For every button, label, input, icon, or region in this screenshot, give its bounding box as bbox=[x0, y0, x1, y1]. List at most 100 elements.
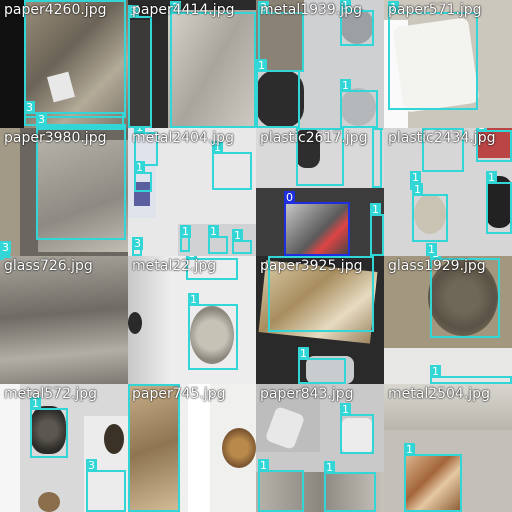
class-label: 1 bbox=[340, 403, 351, 416]
tile-title: metal22.jpg bbox=[132, 258, 217, 274]
class-label: 1 bbox=[298, 347, 309, 360]
class-label: 1 bbox=[410, 171, 421, 184]
detection-box: 1 bbox=[412, 183, 448, 242]
tile-title: glass1929.jpg bbox=[388, 258, 486, 274]
detection-box: 1 bbox=[232, 229, 252, 254]
detection-box: 1 bbox=[30, 397, 68, 458]
tile-glass1929[interactable]: glass1929.jpg 1 1 bbox=[384, 256, 512, 384]
class-label: 1 bbox=[134, 161, 145, 174]
detection-box: 1 bbox=[476, 128, 512, 162]
tile-title: paper4260.jpg bbox=[4, 2, 107, 18]
detection-box: 1 bbox=[486, 171, 512, 234]
class-label: 3 bbox=[258, 1, 269, 14]
tile-title: metal572.jpg bbox=[4, 386, 98, 402]
tile-paper3925[interactable]: paper3925.jpg 1 1 bbox=[256, 256, 384, 384]
class-label: 1 bbox=[340, 79, 351, 92]
tile-title: paper4414.jpg bbox=[132, 2, 235, 18]
detection-box: 1 bbox=[404, 443, 462, 512]
detection-box: 3 bbox=[36, 113, 126, 128]
detection-box: 1 bbox=[422, 128, 464, 172]
class-label: 3 bbox=[24, 101, 35, 114]
detection-box: 1 bbox=[370, 203, 384, 256]
tile-metal572[interactable]: metal572.jpg 1 3 bbox=[0, 384, 128, 512]
detection-box: 3 bbox=[36, 128, 126, 240]
detection-box: 1 bbox=[256, 59, 300, 128]
detection-box: 1 bbox=[340, 0, 374, 46]
tile-title: paper745.jpg bbox=[132, 386, 226, 402]
detection-box: 1 bbox=[388, 1, 478, 110]
class-label: 3 bbox=[132, 237, 143, 250]
tile-plastic2617[interactable]: plastic2617.jpg 1 1 0 1 bbox=[256, 128, 384, 256]
class-label: 1 bbox=[296, 128, 307, 130]
detection-box: 1 bbox=[134, 128, 158, 166]
detection-box: 1 bbox=[134, 161, 152, 192]
class-label: 1 bbox=[412, 183, 423, 196]
tile-title: paper3925.jpg bbox=[260, 258, 363, 274]
class-label: 1 bbox=[486, 171, 497, 184]
class-label: 1 bbox=[426, 243, 437, 256]
class-label: 3 bbox=[36, 113, 47, 126]
class-label: 1 bbox=[372, 128, 383, 130]
class-label: 3 bbox=[24, 0, 35, 2]
class-label: 1 bbox=[180, 225, 191, 238]
detection-box: 1 bbox=[340, 79, 378, 128]
class-label: 1 bbox=[134, 128, 145, 134]
tile-paper3980[interactable]: paper3980.jpg 3 3 bbox=[0, 128, 128, 256]
class-label: 1 bbox=[256, 59, 267, 72]
detection-box: 1 bbox=[296, 128, 344, 186]
class-label: 1 bbox=[324, 461, 335, 474]
tile-title: metal1939.jpg bbox=[260, 2, 362, 18]
tile-paper571[interactable]: paper571.jpg 1 bbox=[384, 0, 512, 128]
detection-box: 1 bbox=[324, 461, 376, 512]
detection-box: 1 bbox=[186, 256, 238, 280]
tile-plastic2434[interactable]: plastic2434.jpg 1 1 1 1 1 1 bbox=[384, 128, 512, 256]
tile-title: plastic2617.jpg bbox=[260, 130, 368, 146]
class-label: 3 bbox=[36, 128, 47, 130]
detection-box: 1 bbox=[188, 293, 238, 370]
detection-box: 1 bbox=[180, 225, 191, 252]
class-label: 1 bbox=[186, 256, 197, 260]
tile-paper745[interactable]: paper745.jpg 3 bbox=[128, 384, 256, 512]
tile-paper843[interactable]: paper843.jpg 1 1 1 bbox=[256, 384, 384, 512]
class-label: 1 bbox=[430, 365, 441, 378]
class-label: 3 bbox=[0, 241, 11, 254]
detection-box: 3 bbox=[128, 384, 180, 512]
class-label: 1 bbox=[188, 293, 199, 306]
detection-box: 1 bbox=[340, 403, 374, 454]
detection-box: 1 bbox=[212, 141, 252, 190]
tile-paper4260[interactable]: paper4260.jpg 3 3 3 bbox=[0, 0, 128, 128]
detection-box: 3 bbox=[132, 237, 143, 256]
tile-metal2404[interactable]: metal2404.jpg 1 1 1 1 1 1 3 bbox=[128, 128, 256, 256]
class-label: 1 bbox=[232, 229, 243, 242]
detection-box: 1 bbox=[430, 365, 512, 384]
class-label: 1 bbox=[422, 128, 433, 130]
class-label: 1 bbox=[340, 0, 351, 12]
tile-title: paper3980.jpg bbox=[4, 130, 107, 146]
class-label: 1 bbox=[404, 443, 415, 456]
detection-box: 1 bbox=[268, 256, 374, 332]
tile-metal22[interactable]: metal22.jpg 1 1 bbox=[128, 256, 256, 384]
tile-title: metal2404.jpg bbox=[132, 130, 234, 146]
tile-metal1939[interactable]: metal1939.jpg 3 1 1 1 bbox=[256, 0, 384, 128]
class-label: 3 bbox=[128, 384, 139, 386]
detection-box: 3 bbox=[0, 241, 11, 256]
tile-title: paper571.jpg bbox=[388, 2, 482, 18]
class-label: 1 bbox=[476, 128, 487, 132]
detection-box: 3 bbox=[24, 0, 126, 118]
tile-title: glass726.jpg bbox=[4, 258, 93, 274]
class-label: 1 bbox=[208, 225, 219, 238]
detection-box: 3 bbox=[0, 256, 11, 260]
detection-box: 1 bbox=[372, 128, 383, 188]
class-label: 1 bbox=[30, 397, 41, 410]
detection-box: 1 bbox=[258, 459, 304, 512]
tile-metal2504[interactable]: metal2504.jpg 1 bbox=[384, 384, 512, 512]
class-label: 0 bbox=[284, 191, 295, 204]
detection-box: 3 bbox=[128, 5, 152, 128]
class-label: 1 bbox=[258, 459, 269, 472]
detection-box: 1 bbox=[208, 225, 228, 254]
detection-box: 1 bbox=[298, 347, 346, 384]
tile-glass726[interactable]: glass726.jpg 3 bbox=[0, 256, 128, 384]
class-label: 3 bbox=[128, 5, 139, 18]
tile-title: metal2504.jpg bbox=[388, 386, 490, 402]
tile-paper4414[interactable]: paper4414.jpg 3 3 bbox=[128, 0, 256, 128]
